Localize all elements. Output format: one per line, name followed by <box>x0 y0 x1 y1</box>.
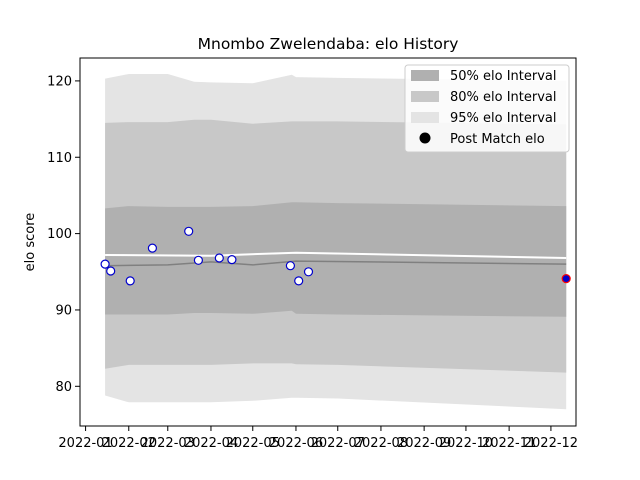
x-tick-label: 2022-04 <box>184 436 238 451</box>
x-tick-label: 2022-06 <box>269 436 323 451</box>
y-axis-ticks: 80 90 100 110 120 <box>47 74 80 395</box>
post-match-point-final <box>561 274 571 284</box>
legend-frame <box>404 64 570 153</box>
post-match-point <box>106 266 116 276</box>
post-match-point <box>125 276 135 286</box>
legend-swatch-95 <box>411 112 439 123</box>
post-match-point <box>227 255 237 265</box>
x-tick-label: 2022-12 <box>524 436 578 451</box>
post-match-elo-line <box>105 251 567 259</box>
post-match-point <box>193 255 203 265</box>
legend-swatch-50 <box>411 70 439 81</box>
legend-label-80: 80% elo Interval <box>450 90 557 105</box>
y-tick-label: 100 <box>47 227 72 242</box>
y-tick-label: 90 <box>55 303 72 318</box>
post-match-points <box>100 226 571 286</box>
post-match-point <box>214 253 224 263</box>
y-tick-label: 80 <box>55 380 72 395</box>
legend: 50% elo Interval 80% elo Interval 95% el… <box>404 64 570 153</box>
legend-label-50: 50% elo Interval <box>450 69 557 84</box>
x-tick-label: 2022-07 <box>311 436 365 451</box>
plot-area <box>100 74 571 410</box>
y-tick-label: 120 <box>47 74 72 89</box>
y-tick-label: 110 <box>47 151 72 166</box>
legend-label-95: 95% elo Interval <box>450 111 557 126</box>
x-tick-label: 2022-11 <box>482 436 536 451</box>
x-tick-label: 2022-09 <box>397 436 451 451</box>
x-tick-label: 2022-08 <box>354 436 408 451</box>
x-axis-ticks: 2022-012022-022022-032022-042022-052022-… <box>58 426 578 451</box>
legend-marker-post-match <box>419 132 431 144</box>
y-axis-label: elo score <box>23 213 38 272</box>
legend-label-post-match: Post Match elo <box>450 132 545 147</box>
band-50-interval <box>105 202 567 317</box>
post-match-point <box>184 226 194 236</box>
post-match-point <box>285 261 295 271</box>
axes: 2022-012022-022022-032022-042022-052022-… <box>47 57 578 451</box>
x-tick-label: 2022-01 <box>58 436 112 451</box>
x-tick-label: 2022-10 <box>439 436 493 451</box>
x-tick-label: 2022-03 <box>141 436 195 451</box>
chart-title: Mnombo Zwelendaba: elo History <box>198 35 459 53</box>
post-match-point <box>303 267 314 277</box>
legend-swatch-80 <box>411 91 439 102</box>
x-tick-label: 2022-02 <box>102 436 156 451</box>
post-match-point <box>147 243 157 253</box>
axes-frame <box>79 57 577 427</box>
post-match-point <box>294 276 304 286</box>
x-tick-label: 2022-05 <box>226 436 280 451</box>
post-match-point <box>100 259 110 269</box>
